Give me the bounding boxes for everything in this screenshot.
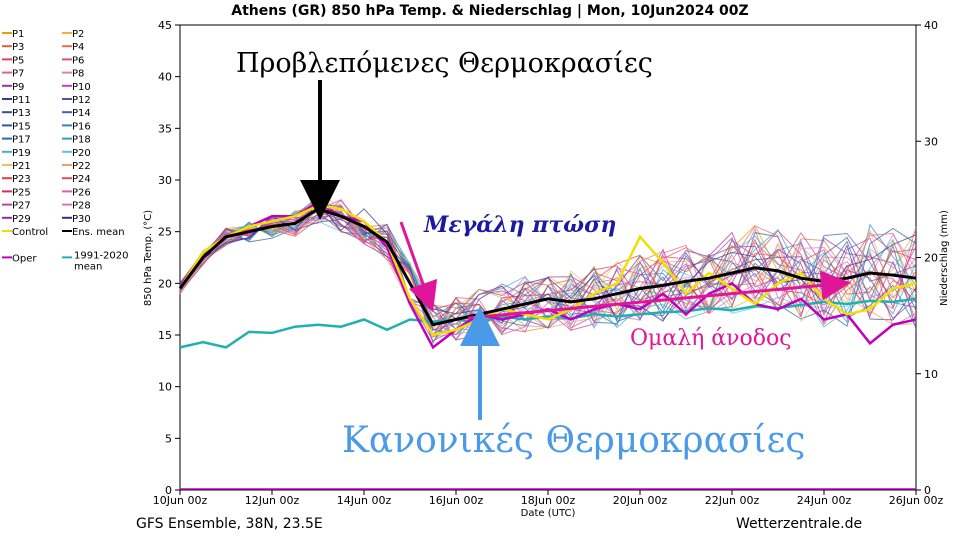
legend-label: P27 (12, 201, 31, 212)
y2-axis-label: Niederschlag (mm) (939, 210, 950, 306)
y2-tick-label: 40 (924, 19, 938, 32)
series-line-1991-2020-mean (179, 297, 917, 349)
y2-tick-label: 10 (924, 368, 938, 381)
legend-label: P11 (12, 95, 31, 106)
x-tick-label: 18Jun 00z (521, 494, 576, 507)
x-tick-label: 16Jun 00z (429, 494, 484, 507)
legend-label: Oper (12, 253, 37, 264)
legend-label: P21 (12, 161, 31, 172)
annotation-normal-temps: Κανονικές Θερμοκρασίες (342, 420, 805, 461)
member-line-p24 (179, 207, 917, 330)
legend-label: P30 (72, 214, 91, 225)
legend-label: Control (12, 227, 48, 238)
y2-tick-label: 20 (924, 252, 938, 265)
arrow-big-drop (399, 221, 438, 313)
arrow-smooth-rise (467, 270, 851, 320)
y-tick-label: 30 (158, 174, 172, 187)
x-axis-label: Date (UTC) (521, 508, 576, 519)
member-line-p30 (179, 201, 917, 324)
legend-label: P25 (12, 187, 31, 198)
legend-label: P12 (72, 95, 91, 106)
chart-title: Athens (GR) 850 hPa Temp. & Niederschlag… (231, 3, 748, 19)
legend-label: P2 (72, 29, 84, 40)
legend-label: P17 (12, 135, 31, 146)
legend-label: P28 (72, 201, 91, 212)
legend-label: P3 (12, 42, 24, 53)
legend-label: P16 (72, 121, 91, 132)
legend-label: P24 (72, 174, 91, 185)
legend-label: P13 (12, 108, 31, 119)
y-axis-right: 0 10 20 30 40 (916, 19, 938, 497)
footer-site: Wetterzentrale.de (736, 516, 862, 532)
x-tick-label: 12Jun 00z (245, 494, 300, 507)
x-tick-label: 22Jun 00z (705, 494, 760, 507)
y-tick-label: 20 (158, 277, 172, 290)
legend-label: P22 (72, 161, 91, 172)
legend-label: P14 (72, 108, 91, 119)
legend-label: Ens. mean (72, 227, 125, 238)
legend-label: P10 (72, 82, 91, 93)
legend-label: P6 (72, 55, 84, 66)
legend-label: P5 (12, 55, 24, 66)
y-tick-label: 40 (158, 71, 172, 84)
legend: P1 P2 P3 P4 P5 P6 P7 P8 P9 P10 P11 P12 P13 P14 P15 P16 P… (2, 29, 129, 272)
annotation-smooth-rise: Ομαλή άνοδος (630, 326, 792, 351)
y-tick-label: 5 (165, 432, 172, 445)
x-tick-label: 14Jun 00z (337, 494, 392, 507)
legend-label: P29 (12, 214, 31, 225)
x-tick-label: 24Jun 00z (797, 494, 852, 507)
legend-label: P4 (72, 42, 84, 53)
x-axis: 10Jun 00z 12Jun 00z 14Jun 00z 16Jun 00z 18Ju… (153, 490, 944, 507)
legend-label: P7 (12, 69, 24, 80)
legend-label: P1 (12, 29, 24, 40)
y-tick-label: 10 (158, 381, 172, 394)
legend-label: P23 (12, 174, 31, 185)
y2-tick-label: 30 (924, 135, 938, 148)
member-line-p26 (179, 204, 917, 336)
y-tick-label: 45 (158, 19, 172, 32)
legend-label: P19 (12, 148, 31, 159)
legend-label: P26 (72, 187, 91, 198)
legend-label: 1991-2020 mean (74, 250, 129, 272)
annotation-big-drop: Μεγάλη πτώση (423, 212, 616, 238)
y-axis-left: 0 5 10 15 20 25 30 35 40 45 (158, 19, 180, 497)
footer-source: GFS Ensemble, 38N, 23.5E (136, 516, 323, 532)
y2-tick-label: 0 (924, 484, 931, 497)
y-tick-label: 0 (165, 484, 172, 497)
x-tick-label: 20Jun 00z (613, 494, 668, 507)
legend-label: P20 (72, 148, 91, 159)
y-tick-label: 15 (158, 329, 172, 342)
annotation-forecast-temps: Προβλεπόμενες Θερμοκρασίες (236, 48, 653, 79)
x-tick-label: 26Jun 00z (889, 494, 944, 507)
legend-label: P15 (12, 121, 31, 132)
legend-label: P8 (72, 69, 84, 80)
y-axis-label: 850 hPa Temp. (°C) (143, 210, 154, 306)
y-tick-label: 35 (158, 122, 172, 135)
x-tick-label: 10Jun 00z (153, 494, 208, 507)
legend-label: P9 (12, 82, 24, 93)
legend-label: P18 (72, 135, 91, 146)
y-tick-label: 25 (158, 226, 172, 239)
